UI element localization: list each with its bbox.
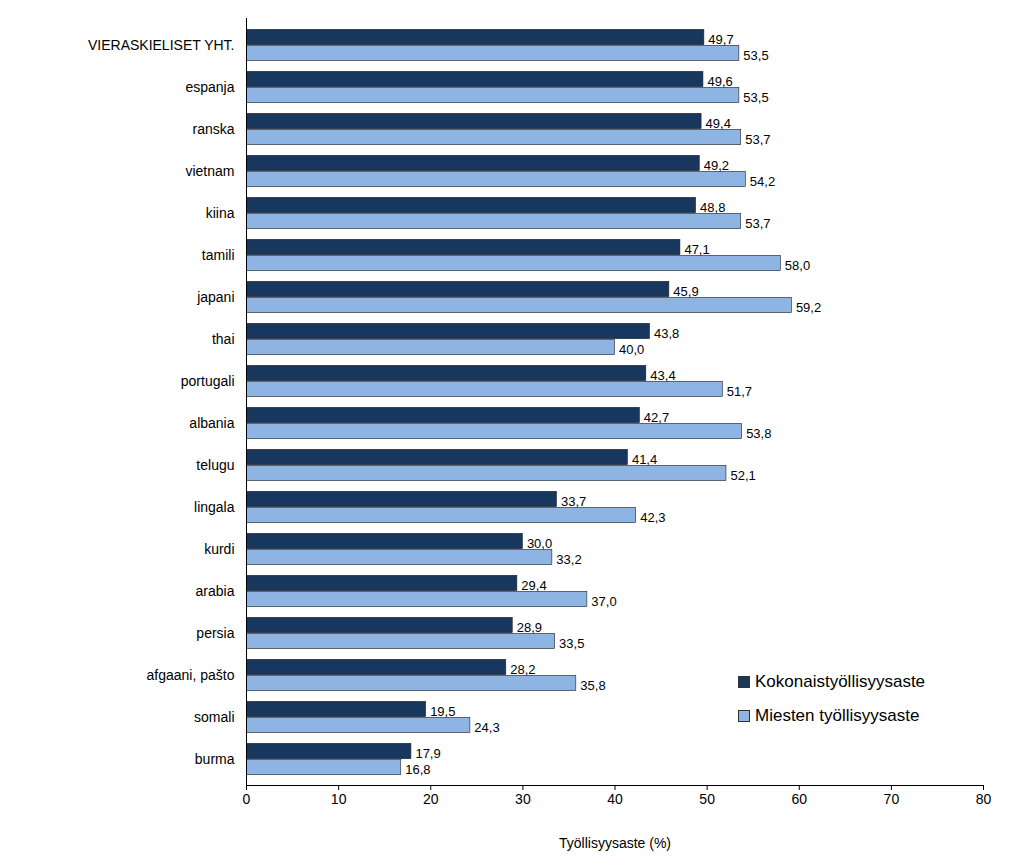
svg-text:japani: japani <box>196 289 234 305</box>
svg-text:42,3: 42,3 <box>640 510 665 525</box>
svg-text:53,7: 53,7 <box>745 132 770 147</box>
svg-text:80: 80 <box>976 791 992 807</box>
html-text:Kokonaistyöllisyysaste: Kokonaistyöllisyysaste <box>755 672 926 691</box>
svg-text:50: 50 <box>699 791 715 807</box>
svg-text:53,5: 53,5 <box>743 48 768 63</box>
svg-text:52,1: 52,1 <box>730 468 755 483</box>
svg-text:60: 60 <box>791 791 807 807</box>
svg-text:48,8: 48,8 <box>700 200 725 215</box>
svg-text:thai: thai <box>212 331 235 347</box>
svg-text:vietnam: vietnam <box>185 163 234 179</box>
svg-text:17,9: 17,9 <box>415 746 440 761</box>
svg-text:58,0: 58,0 <box>785 258 810 273</box>
svg-text:43,4: 43,4 <box>650 368 675 383</box>
svg-text:kurdi: kurdi <box>204 541 234 557</box>
svg-text:16,8: 16,8 <box>405 762 430 777</box>
svg-text:ranska: ranska <box>192 121 234 137</box>
svg-text:burma: burma <box>195 751 235 767</box>
svg-text:53,8: 53,8 <box>746 426 771 441</box>
svg-text:lingala: lingala <box>194 499 235 515</box>
svg-text:28,2: 28,2 <box>510 662 535 677</box>
svg-text:70: 70 <box>884 791 900 807</box>
svg-text:telugu: telugu <box>196 457 234 473</box>
svg-text:Työllisyysaste (%): Työllisyysaste (%) <box>559 835 671 851</box>
svg-text:28,9: 28,9 <box>517 620 542 635</box>
svg-text:40: 40 <box>607 791 623 807</box>
svg-text:arabia: arabia <box>196 583 235 599</box>
svg-text:51,7: 51,7 <box>727 384 752 399</box>
svg-text:10: 10 <box>331 791 347 807</box>
svg-text:54,2: 54,2 <box>750 174 775 189</box>
svg-text:portugali: portugali <box>181 373 235 389</box>
svg-text:43,8: 43,8 <box>654 326 679 341</box>
svg-text:49,4: 49,4 <box>706 116 731 131</box>
svg-text:40,0: 40,0 <box>619 342 644 357</box>
svg-text:29,4: 29,4 <box>521 578 546 593</box>
svg-text:35,8: 35,8 <box>580 678 605 693</box>
svg-text:albania: albania <box>189 415 234 431</box>
svg-text:53,5: 53,5 <box>743 90 768 105</box>
svg-text:persia: persia <box>196 625 234 641</box>
svg-text:20: 20 <box>423 791 439 807</box>
svg-text:kiina: kiina <box>206 205 235 221</box>
html-text:Miesten työllisyysaste: Miesten työllisyysaste <box>755 706 920 725</box>
svg-text:19,5: 19,5 <box>430 704 455 719</box>
svg-text:0: 0 <box>243 791 251 807</box>
svg-text:59,2: 59,2 <box>796 300 821 315</box>
svg-text:33,5: 33,5 <box>559 636 584 651</box>
svg-text:49,6: 49,6 <box>707 74 732 89</box>
svg-text:33,2: 33,2 <box>556 552 581 567</box>
svg-text:47,1: 47,1 <box>684 242 709 257</box>
svg-text:somali: somali <box>194 709 234 725</box>
svg-text:espanja: espanja <box>185 79 234 95</box>
svg-text:37,0: 37,0 <box>591 594 616 609</box>
svg-text:41,4: 41,4 <box>632 452 657 467</box>
svg-text:30: 30 <box>515 791 531 807</box>
svg-text:afgaani, pašto: afgaani, pašto <box>147 667 235 683</box>
svg-text:49,7: 49,7 <box>708 32 733 47</box>
svg-text:24,3: 24,3 <box>474 720 499 735</box>
svg-text:tamili: tamili <box>202 247 235 263</box>
svg-text:42,7: 42,7 <box>644 410 669 425</box>
svg-text:30,0: 30,0 <box>527 536 552 551</box>
svg-text:33,7: 33,7 <box>561 494 586 509</box>
svg-text:VIERASKIELISET YHT.: VIERASKIELISET YHT. <box>88 37 235 53</box>
svg-text:53,7: 53,7 <box>745 216 770 231</box>
svg-text:45,9: 45,9 <box>673 284 698 299</box>
svg-text:49,2: 49,2 <box>704 158 729 173</box>
